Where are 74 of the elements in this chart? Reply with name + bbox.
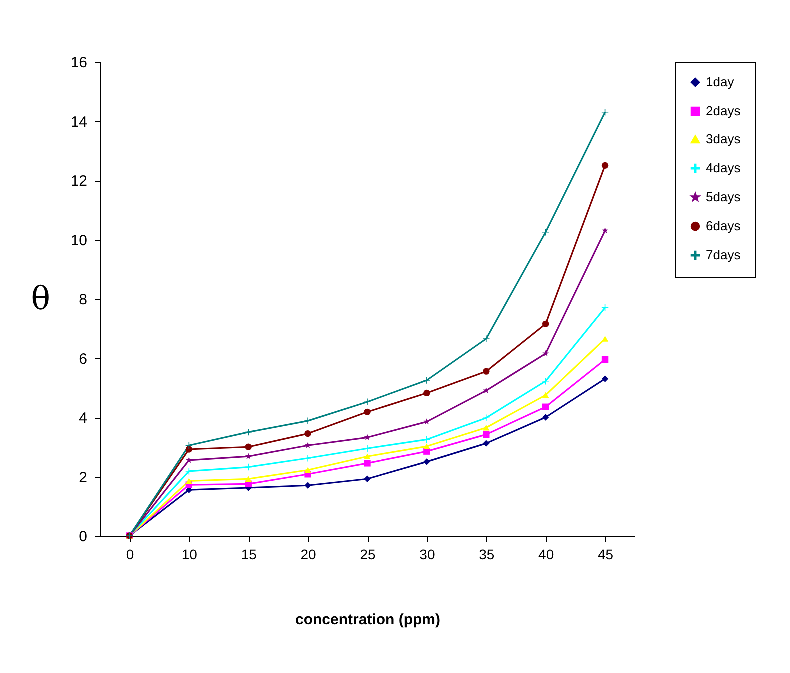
point [483, 336, 490, 342]
point [245, 444, 252, 450]
point [245, 453, 252, 460]
point [542, 320, 550, 328]
point [602, 162, 609, 170]
point [602, 109, 609, 116]
legend-label: 3days [706, 132, 742, 146]
point [424, 444, 430, 450]
legend-label: 2days [706, 104, 742, 118]
point [602, 336, 609, 342]
point [483, 387, 490, 394]
point [424, 418, 430, 425]
point [304, 467, 312, 474]
point [245, 464, 252, 471]
x-tick-label: 15 [241, 546, 258, 562]
point [304, 430, 312, 438]
point [245, 428, 252, 436]
x-axis-title: concentration (ppm) [296, 612, 440, 628]
point [424, 390, 430, 397]
point [424, 458, 430, 466]
y-tick-label: 12 [70, 173, 88, 190]
point [304, 418, 312, 424]
point [483, 424, 490, 431]
x-tick-label: 45 [598, 546, 614, 562]
x-tick-label: 0 [126, 546, 134, 562]
x-tick-label: 10 [182, 546, 198, 562]
x-tick-label: 25 [360, 546, 376, 562]
y-tick-label: 10 [70, 232, 88, 250]
y-tick-label: 8 [79, 292, 88, 308]
point [304, 455, 312, 462]
x-tick-label: 40 [538, 546, 554, 562]
point [483, 414, 490, 422]
y-tick-label: 0 [79, 528, 88, 546]
legend-label: 1day [706, 74, 735, 90]
point [602, 356, 609, 364]
point [304, 482, 312, 489]
point [364, 460, 371, 467]
point [364, 408, 371, 416]
x-tick-label: 30 [420, 546, 436, 562]
point [245, 476, 252, 482]
legend-label: 5days [706, 190, 742, 204]
point [542, 414, 550, 421]
point [602, 304, 609, 312]
x-tick-label: 20 [300, 546, 317, 562]
y-tick-label: 4 [79, 410, 88, 427]
y-axis-title: θ [31, 280, 50, 318]
point [364, 476, 371, 482]
point [364, 454, 371, 460]
legend-label: 4days [706, 160, 742, 176]
point [364, 445, 371, 452]
point [483, 440, 490, 447]
point [186, 457, 192, 464]
legend-label: 7days [706, 248, 742, 262]
point [186, 478, 193, 484]
y-tick-label: 14 [70, 114, 88, 131]
point [304, 442, 312, 448]
point [186, 446, 193, 453]
point [542, 404, 550, 410]
point [542, 350, 550, 357]
point [483, 431, 490, 438]
point [602, 376, 609, 382]
y-tick-label: 16 [70, 54, 88, 72]
point [186, 442, 193, 449]
point [424, 436, 430, 444]
point [542, 378, 550, 385]
y-tick-label: 6 [79, 350, 88, 368]
point [483, 368, 490, 375]
legend-label: 6days [706, 218, 742, 234]
x-tick-label: 35 [479, 546, 495, 562]
point [424, 377, 430, 384]
y-tick-label: 2 [79, 469, 88, 486]
point [602, 228, 608, 234]
point [364, 398, 371, 406]
point [542, 392, 550, 398]
